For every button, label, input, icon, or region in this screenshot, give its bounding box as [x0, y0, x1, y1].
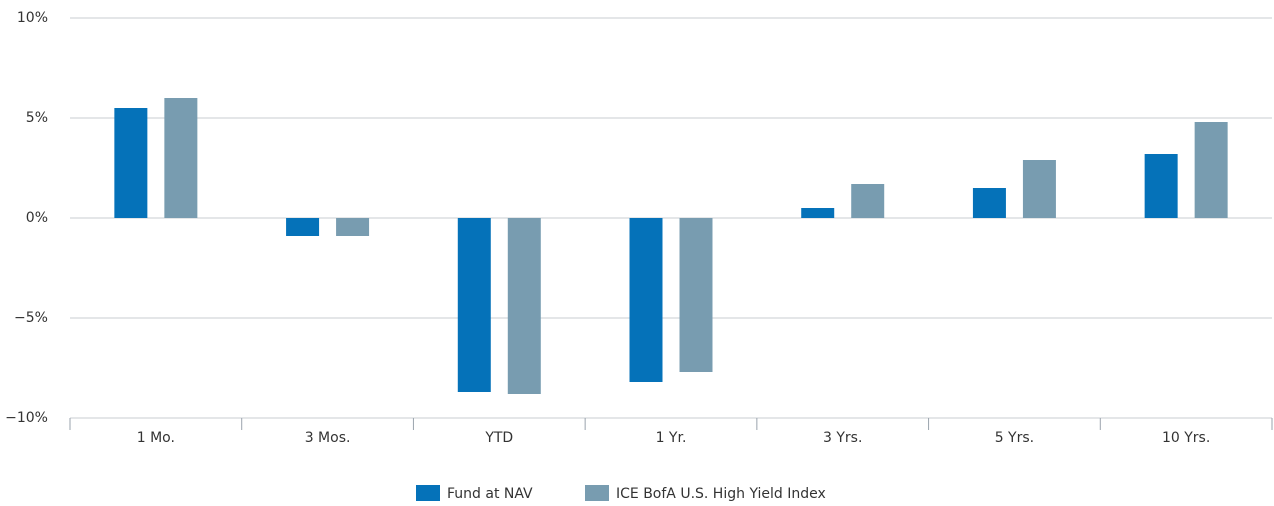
bar — [457, 218, 491, 392]
bar — [972, 188, 1006, 218]
x-tick-label: 10 Yrs. — [1162, 430, 1210, 446]
bar — [679, 218, 713, 372]
legend-swatch — [585, 485, 609, 501]
bar — [851, 184, 885, 218]
x-tick-label: 5 Yrs. — [995, 430, 1034, 446]
legend-label: ICE BofA U.S. High Yield Index — [616, 486, 826, 502]
y-tick-label: −10% — [5, 410, 48, 426]
y-tick-label: 5% — [26, 110, 48, 126]
bar — [336, 218, 370, 236]
bar — [629, 218, 663, 382]
bar — [286, 218, 320, 236]
bar — [1022, 160, 1056, 218]
x-tick-label: 3 Mos. — [305, 430, 351, 446]
y-tick-label: 0% — [26, 210, 48, 226]
y-tick-label: −5% — [14, 310, 48, 326]
bar — [1194, 122, 1228, 218]
bar — [1144, 154, 1178, 218]
y-tick-label: 10% — [17, 10, 48, 26]
bar — [801, 208, 835, 218]
bar — [164, 98, 198, 218]
legend-label: Fund at NAV — [447, 486, 533, 502]
x-tick-label: 3 Yrs. — [823, 430, 862, 446]
bar — [114, 108, 148, 218]
x-tick-label: YTD — [484, 430, 513, 446]
bar — [507, 218, 541, 394]
x-tick-label: 1 Mo. — [137, 430, 175, 446]
x-tick-label: 1 Yr. — [656, 430, 687, 446]
legend-swatch — [416, 485, 440, 501]
